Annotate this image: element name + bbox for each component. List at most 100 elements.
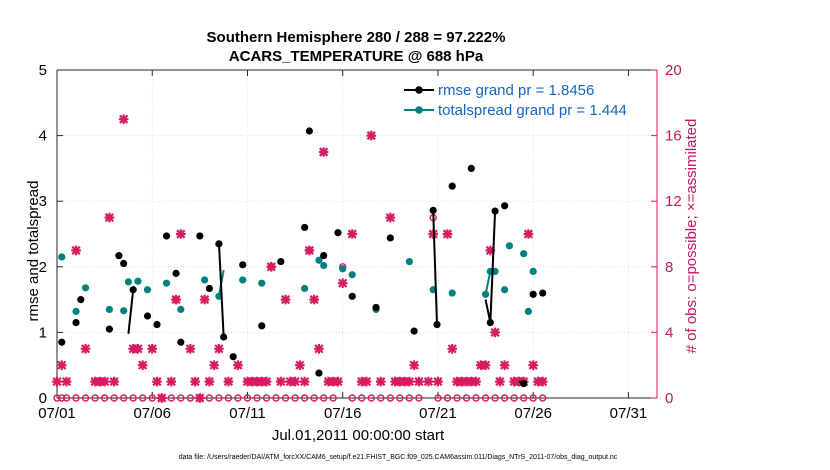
x-tick-label: 07/26 <box>514 405 552 422</box>
obs-assimilated-marker <box>299 376 310 387</box>
y-tick-label: 0 <box>39 390 47 407</box>
obs-assimilated-marker <box>276 376 286 387</box>
obs-possible-marker <box>348 394 356 402</box>
rmse-point <box>105 325 113 333</box>
obs-assimilated-marker <box>233 360 243 370</box>
rmse-point <box>529 290 537 298</box>
obs-possible-marker <box>405 394 414 402</box>
rmse-point <box>153 320 161 329</box>
y-axis-right-label: # of obs: o=possible; ×=assimilated <box>683 119 700 354</box>
totalspread-point <box>501 286 509 294</box>
rmse-line-segment <box>217 241 225 338</box>
obs-possible-marker <box>367 394 375 402</box>
x-tick-label: 07/31 <box>610 405 648 422</box>
obs-possible-marker <box>291 394 299 402</box>
obs-assimilated-marker <box>347 229 358 239</box>
rmse-point <box>143 312 152 320</box>
rmse-point <box>239 261 247 269</box>
rmse-point <box>77 296 85 304</box>
obs-possible-marker <box>377 394 385 402</box>
y-right-tick-label: 0 <box>665 390 673 407</box>
obs-possible-marker <box>224 394 233 402</box>
rmse-point <box>448 182 456 190</box>
obs-possible-marker <box>62 394 71 402</box>
y-right-tick-label: 16 <box>665 128 682 145</box>
obs-assimilated-marker <box>528 360 538 370</box>
totalspread-point <box>162 279 171 287</box>
rmse-point <box>205 284 213 293</box>
rmse-point <box>410 327 418 335</box>
obs-possible-marker <box>281 394 290 402</box>
rmse-point <box>539 289 547 297</box>
rmse-point <box>129 286 137 294</box>
obs-possible-marker <box>472 394 480 402</box>
x-tick-label: 07/21 <box>419 405 457 422</box>
obs-assimilated-marker <box>537 376 548 387</box>
obs-assimilated-marker <box>156 393 167 403</box>
obs-possible-marker <box>215 394 223 402</box>
rmse-point <box>520 379 528 388</box>
totalspread-point <box>124 278 133 286</box>
totalspread-point <box>520 250 528 258</box>
obs-assimilated-marker <box>295 360 305 370</box>
x-axis-label: Jul.01,2011 00:00:00 start <box>272 427 445 444</box>
y-tick-label: 5 <box>39 62 47 79</box>
obs-assimilated-marker <box>447 344 458 354</box>
obs-assimilated-marker <box>80 344 91 354</box>
rmse-point <box>120 259 128 268</box>
obs-assimilated-marker <box>423 376 434 387</box>
obs-possible-marker <box>72 394 80 402</box>
obs-possible-marker <box>358 394 366 402</box>
obs-possible-marker <box>462 394 471 402</box>
y-tick-label: 4 <box>39 128 47 145</box>
totalspread-point <box>58 253 66 261</box>
obs-possible-marker <box>243 394 252 402</box>
legend-spread-label: totalspread grand pr = 1.444 <box>438 102 627 119</box>
obs-assimilated-marker <box>471 376 481 387</box>
obs-possible-marker <box>415 394 423 402</box>
obs-possible-marker <box>443 394 452 402</box>
obs-assimilated-marker <box>309 294 319 305</box>
obs-assimilated-marker <box>404 376 415 387</box>
obs-assimilated-marker <box>147 344 158 354</box>
obs-possible-marker <box>205 394 214 402</box>
obs-assimilated-marker <box>499 360 510 370</box>
obs-assimilated-marker <box>314 344 324 354</box>
obs-assimilated-marker <box>304 245 315 256</box>
obs-assimilated-marker <box>71 245 81 256</box>
totalspread-point <box>320 261 328 270</box>
rmse-point <box>258 322 266 330</box>
obs-assimilated-marker <box>409 360 419 370</box>
rmse-point <box>372 303 380 312</box>
obs-assimilated-marker <box>223 376 234 387</box>
chart-title: Southern Hemisphere 280 / 288 = 97.222% <box>207 29 506 46</box>
rmse-point <box>315 369 323 377</box>
tick-labels: 07/01 07/06 07/11 07/16 07/21 07/26 07/3101234… <box>38 62 681 422</box>
y-right-tick-label: 8 <box>665 259 673 276</box>
x-tick-label: 07/06 <box>133 405 171 422</box>
rmse-point <box>491 207 499 215</box>
obs-possible-marker <box>167 394 175 402</box>
obs-possible-marker <box>329 394 337 402</box>
totalspread-point <box>301 284 309 293</box>
obs-possible-marker <box>262 394 271 402</box>
obs-assimilated-marker <box>214 344 224 354</box>
obs-assimilated-marker <box>99 376 110 387</box>
obs-possible-marker <box>234 394 242 402</box>
obs-possible-marker <box>148 394 156 402</box>
rmse-point <box>301 223 309 232</box>
rmse-point <box>386 234 394 242</box>
obs-assimilated-marker <box>337 278 348 288</box>
totalspread-point <box>201 276 209 284</box>
rmse-point <box>305 127 313 135</box>
obs-assimilated-marker <box>333 376 343 387</box>
obs-possible-marker <box>519 394 528 402</box>
rmse-point <box>162 232 171 240</box>
obs-possible-marker <box>396 394 404 402</box>
obs-possible-marker <box>53 394 61 402</box>
rmse-line-segment <box>127 289 135 334</box>
rmse-point <box>501 202 509 210</box>
obs-assimilated-marker <box>290 376 300 387</box>
obs-assimilated-marker <box>385 212 396 223</box>
